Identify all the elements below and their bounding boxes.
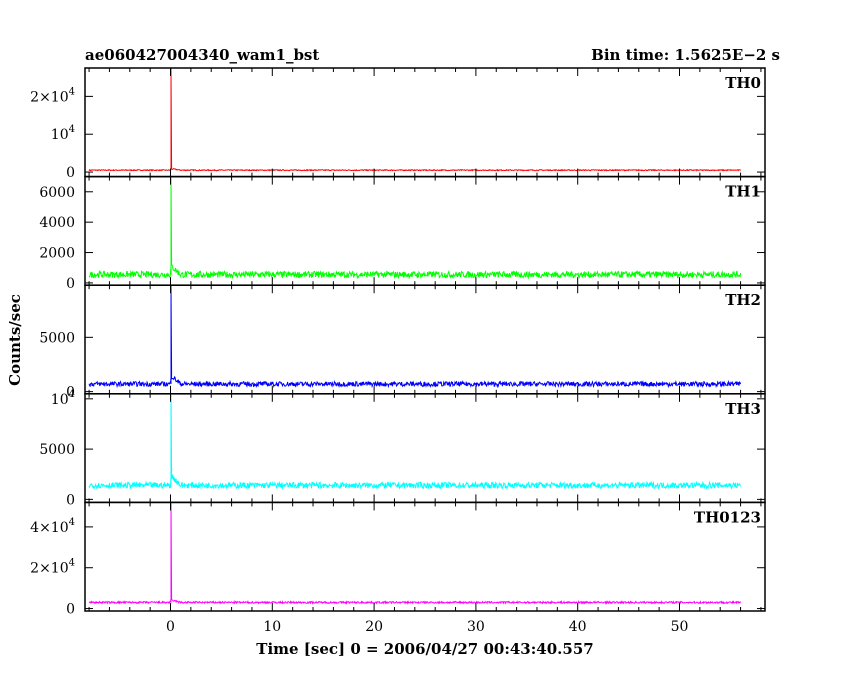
panel-frame (84, 67, 766, 178)
x-tick-label: 0 (166, 619, 175, 635)
y-tick-label: 0 (66, 492, 75, 508)
y-tick-label: 0 (66, 602, 75, 618)
panel-label-th2: TH2 (725, 291, 761, 309)
x-tick-label: 20 (365, 619, 383, 635)
y-tick-label: 104 (51, 124, 75, 143)
chart-title: ae060427004340_wam1_bst (85, 46, 319, 64)
y-tick-label: 5000 (39, 442, 75, 458)
panel-label-th0123: TH0123 (694, 508, 761, 526)
x-tick-label: 30 (467, 619, 485, 635)
x-tick-label: 10 (263, 619, 281, 635)
bin-time-label: Bin time: 1.5625E−2 s (591, 46, 780, 64)
y-axis-label: Counts/sec (6, 294, 24, 386)
y-tick-label: 104 (51, 389, 75, 408)
y-tick-label: 2×104 (30, 558, 75, 577)
y-tick-label: 0 (66, 276, 75, 292)
series-line-th0 (88, 68, 742, 172)
series-line-th2 (88, 285, 742, 389)
x-axis-label: Time [sec] 0 = 2006/04/27 00:43:40.557 (256, 640, 593, 658)
y-tick-label: 4×104 (30, 517, 75, 536)
y-tick-label: 0 (66, 165, 75, 181)
y-tick-label: 0 (66, 385, 75, 401)
y-tick-label: 2000 (39, 246, 75, 262)
x-tick-label: 40 (569, 619, 587, 635)
y-tick-label: 2×104 (30, 86, 75, 105)
panel-label-th0: TH0 (725, 74, 761, 92)
panel-frame (84, 284, 766, 395)
series-line-th0123 (88, 502, 742, 605)
y-tick-label: 4000 (39, 215, 75, 231)
panel-label-th3: TH3 (725, 400, 761, 418)
y-tick-label: 6000 (39, 185, 75, 201)
series-line-th1 (88, 176, 742, 280)
panel-label-th1: TH1 (725, 183, 761, 201)
x-tick-label: 50 (671, 619, 689, 635)
y-tick-label: 5000 (39, 330, 75, 346)
series-line-th3 (88, 393, 742, 491)
panel-frame (84, 501, 766, 612)
panel-frame (84, 175, 766, 286)
